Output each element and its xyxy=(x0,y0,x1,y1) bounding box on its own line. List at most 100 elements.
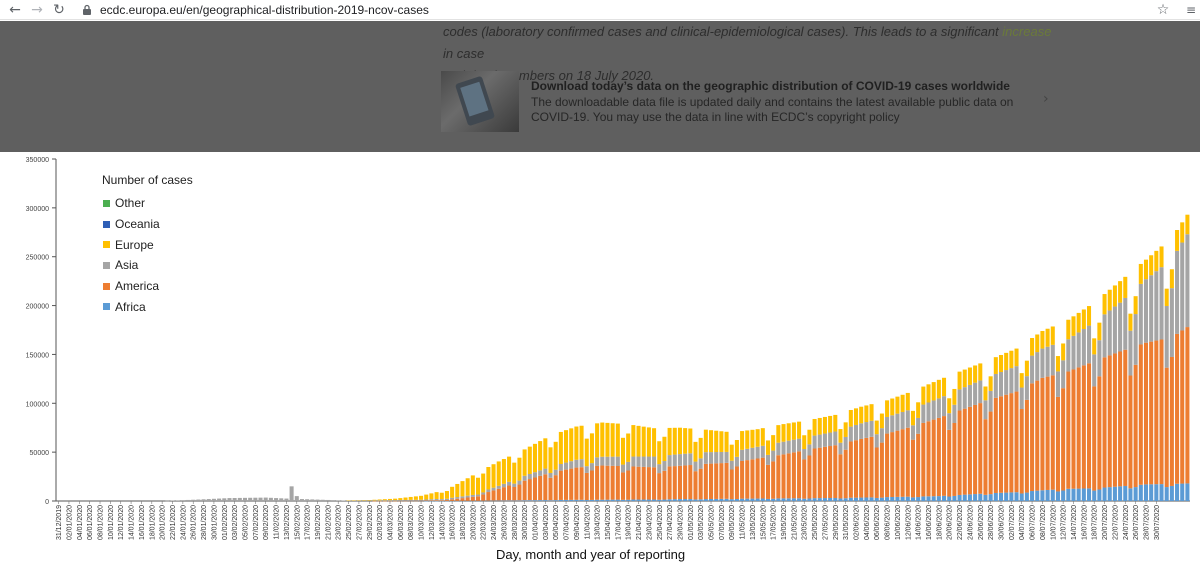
bar-segment-america xyxy=(439,500,444,501)
arrow-left-icon[interactable]: ← xyxy=(9,1,21,18)
bar-segment-america xyxy=(1081,365,1086,489)
increase-link[interactable]: increase xyxy=(1002,24,1052,39)
download-card[interactable]: Download today’s data on the geographic … xyxy=(441,71,1061,133)
bar-segment-asia xyxy=(579,459,584,468)
reload-icon[interactable]: ↻ xyxy=(53,1,65,18)
x-tick-label: 08/01/2020 xyxy=(98,505,105,540)
bar-segment-africa xyxy=(978,493,983,501)
bar-segment-europe xyxy=(517,457,522,481)
x-tick-label: 22/01/2020 xyxy=(170,505,177,540)
bar-segment-america xyxy=(1138,344,1143,485)
bar-segment-europe xyxy=(1185,214,1190,235)
bar-segment-europe xyxy=(1076,312,1081,333)
star-icon[interactable]: ☆ xyxy=(1156,1,1170,18)
bar-segment-europe xyxy=(393,498,398,501)
bar-segment-europe xyxy=(952,388,957,405)
bar-segment-asia xyxy=(217,498,222,501)
bar-segment-europe xyxy=(885,400,890,417)
bar-segment-europe xyxy=(1159,246,1164,268)
bar-segment-america xyxy=(874,447,879,498)
bar-segment-europe xyxy=(962,369,967,388)
bar-segment-america xyxy=(1019,409,1024,494)
bar-segment-asia xyxy=(688,453,693,466)
bar-segment-europe xyxy=(450,486,455,498)
bar-segment-asia xyxy=(284,498,289,501)
bar-segment-europe xyxy=(553,441,558,470)
x-tick-label: 18/07/2020 xyxy=(1092,505,1099,540)
bar-segment-africa xyxy=(600,499,605,501)
x-tick-label: 13/02/2020 xyxy=(284,505,291,540)
bar-segment-europe xyxy=(372,499,377,501)
x-tick-label: 31/05/2020 xyxy=(843,505,850,540)
reading-list-icon[interactable]: ≡ xyxy=(1185,2,1197,17)
bar-segment-europe xyxy=(1081,309,1086,330)
bar-segment-asia xyxy=(626,461,631,471)
legend-swatch xyxy=(103,199,110,207)
bar-segment-asia xyxy=(517,480,522,485)
bar-segment-europe xyxy=(879,413,884,429)
bar-segment-europe xyxy=(828,415,833,433)
bar-segment-america xyxy=(1133,364,1138,488)
bar-segment-africa xyxy=(802,498,807,501)
bar-segment-asia xyxy=(1081,329,1086,366)
x-tick-label: 01/05/2020 xyxy=(688,505,695,540)
x-tick-label: 02/01/2020 xyxy=(66,505,73,540)
bar-segment-africa xyxy=(786,498,791,501)
bar-segment-europe xyxy=(584,438,589,467)
lock-icon[interactable] xyxy=(80,3,94,17)
bar-segment-africa xyxy=(1143,484,1149,501)
bar-segment-asia xyxy=(900,411,905,430)
x-tick-label: 04/06/2020 xyxy=(864,505,871,540)
bar-segment-asia xyxy=(998,372,1004,397)
bar-segment-america xyxy=(885,433,890,498)
bar-segment-africa xyxy=(957,494,962,501)
chevron-right-icon[interactable]: › xyxy=(1043,91,1049,107)
bar-segment-asia xyxy=(289,486,294,501)
address-bar[interactable]: ecdc.europa.eu/en/geographical-distribut… xyxy=(80,0,1152,20)
bar-segment-asia xyxy=(693,461,698,472)
x-tick-label: 21/04/2020 xyxy=(636,505,643,540)
bar-segment-europe xyxy=(843,422,848,437)
bar-segment-africa xyxy=(833,497,838,501)
bar-segment-africa xyxy=(1159,484,1164,501)
url-text[interactable]: ecdc.europa.eu/en/geographical-distribut… xyxy=(100,2,429,17)
bar-segment-asia xyxy=(1102,314,1107,358)
bar-segment-america xyxy=(709,463,714,499)
bar-segment-africa xyxy=(714,498,719,501)
bar-segment-europe xyxy=(377,499,382,501)
bar-segment-africa xyxy=(1061,490,1066,501)
x-tick-label: 05/02/2020 xyxy=(243,505,250,540)
bar-segment-asia xyxy=(1149,275,1154,342)
bar-segment-europe xyxy=(538,441,543,471)
bar-segment-africa xyxy=(926,496,931,501)
x-tick-label: 30/07/2020 xyxy=(1154,505,1161,540)
bar-segment-africa xyxy=(683,499,688,501)
bar-segment-europe xyxy=(1009,350,1014,369)
bar-segment-america xyxy=(729,469,734,500)
arrow-right-icon[interactable]: → xyxy=(31,1,43,18)
bar-segment-europe xyxy=(1050,326,1055,345)
bar-segment-europe xyxy=(921,386,926,405)
x-tick-label: 27/02/2020 xyxy=(356,505,363,540)
bar-segment-europe xyxy=(1112,285,1117,307)
download-title[interactable]: Download today’s data on the geographic … xyxy=(531,79,1010,93)
bar-segment-asia xyxy=(206,499,211,501)
bar-segment-asia xyxy=(1185,234,1190,328)
bar-segment-america xyxy=(455,498,460,501)
bar-segment-africa xyxy=(646,499,651,501)
bar-segment-america xyxy=(802,459,807,499)
bar-segment-asia xyxy=(222,498,227,501)
x-tick-label: 16/03/2020 xyxy=(450,505,457,540)
bar-segment-asia xyxy=(1061,360,1066,389)
bar-segment-america xyxy=(1149,341,1154,485)
bar-segment-asia xyxy=(853,424,859,441)
bar-segment-africa xyxy=(1019,493,1024,501)
bar-segment-africa xyxy=(745,498,750,501)
bar-segment-asia xyxy=(175,500,180,501)
bar-segment-europe xyxy=(382,499,387,501)
x-tick-label: 23/04/2020 xyxy=(646,505,653,540)
bar-segment-europe xyxy=(786,423,791,441)
bar-segment-europe xyxy=(398,498,403,501)
bar-segment-asia xyxy=(1180,242,1185,331)
bar-segment-america xyxy=(646,467,651,500)
